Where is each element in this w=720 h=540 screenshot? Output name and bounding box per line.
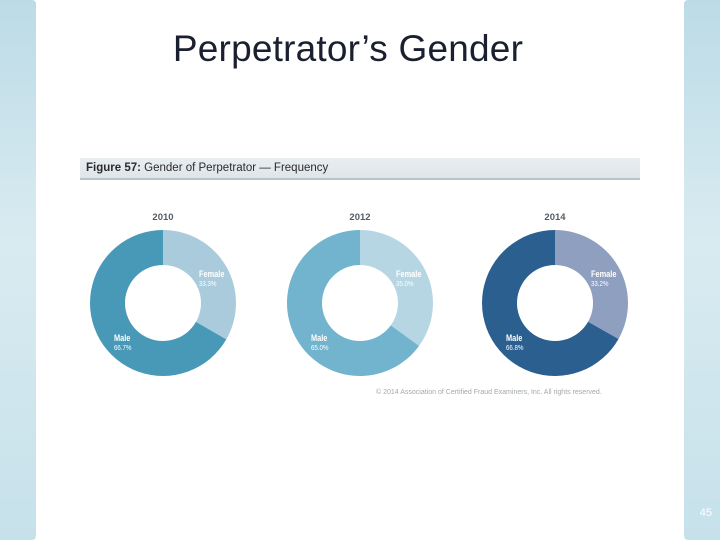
donut-2010-female-slice [163,230,237,340]
year-label-2014: 2014 [544,212,566,223]
percent-value: 33.2% [591,279,609,288]
percent-value: 35.0% [396,279,414,288]
donut-2012-female-slice [360,230,433,346]
donut-2014-male-label: Male 66.8% [506,333,523,353]
donut-2010-female-label: Female 33.3% [199,269,224,289]
percent-value: 33.3% [199,279,217,288]
category-name: Male [114,333,131,343]
figure-label: Figure 57: [86,162,141,174]
category-name: Female [396,269,422,279]
year-label-2012: 2012 [349,212,371,223]
right-decorative-bar [684,0,720,540]
donut-2012-male-label: Male 65.0% [311,333,328,353]
category-name: Female [199,269,225,279]
donut-2014-female-label: Female 33.2% [591,269,616,289]
percent-value: 66.8% [506,343,524,352]
percent-value: 65.0% [311,343,329,352]
donut-2014-male-slice [481,230,619,376]
donut-2010-male-label: Male 66.7% [114,333,131,353]
copyright-notice: © 2014 Association of Certified Fraud Ex… [376,389,602,396]
donut-2012-male-slice [287,230,420,376]
donut-2014-female-slice [555,230,628,339]
category-name: Male [311,333,328,343]
category-name: Female [591,269,617,279]
donut-2010-male-slice [90,230,227,376]
figure-caption: Gender of Perpetrator — Frequency [144,162,329,174]
figure-header: Figure 57: Gender of Perpetrator — Frequ… [80,158,640,180]
left-decorative-bar [0,0,36,540]
percent-value: 66.7% [114,343,132,352]
year-label-2010: 2010 [152,212,174,223]
category-name: Male [506,333,523,343]
page-number: 45 [699,507,712,519]
donut-2012-female-label: Female 35.0% [396,269,421,289]
slide-title: Perpetrator’s Gender [172,28,524,69]
